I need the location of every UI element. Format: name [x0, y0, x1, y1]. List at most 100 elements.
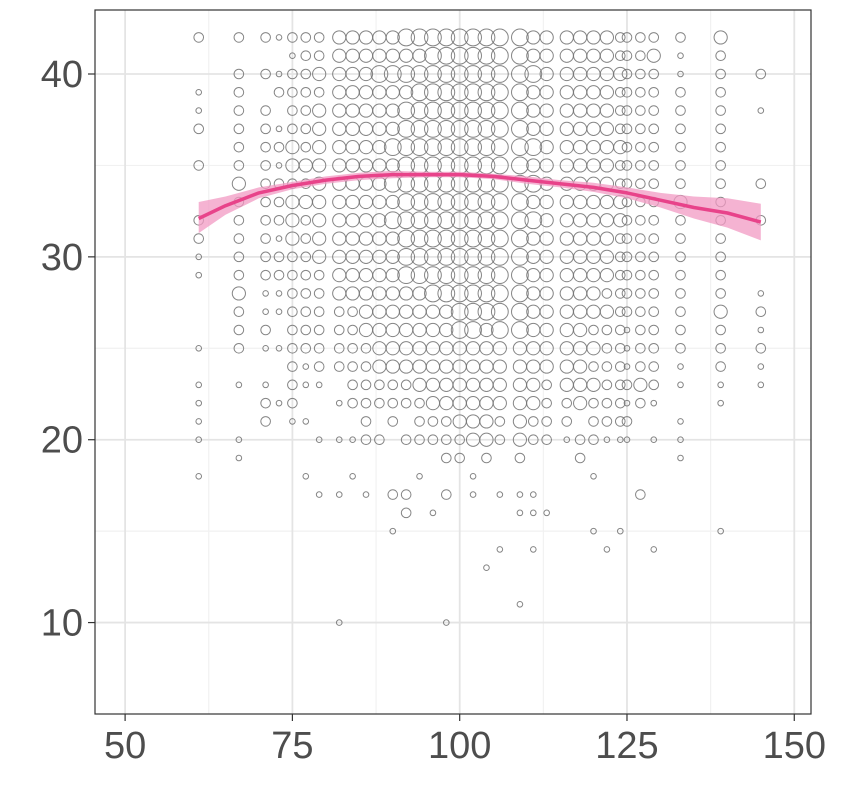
data-point	[541, 434, 552, 446]
data-point	[514, 452, 526, 464]
data-point	[481, 452, 492, 464]
data-point	[195, 107, 203, 114]
data-point	[313, 50, 325, 62]
data-point	[450, 193, 469, 211]
data-point	[262, 308, 269, 316]
data-point	[675, 105, 686, 116]
data-point	[588, 361, 599, 372]
data-point	[469, 472, 477, 480]
data-point	[410, 119, 429, 138]
data-point	[313, 288, 325, 299]
data-point	[601, 397, 613, 409]
data-point	[262, 344, 269, 352]
x-tick-label: 125	[595, 725, 658, 767]
data-point	[195, 399, 203, 407]
data-point	[614, 105, 626, 116]
data-point	[383, 138, 402, 157]
data-point	[621, 68, 633, 80]
data-point	[312, 249, 327, 264]
data-point	[539, 85, 554, 100]
data-point	[675, 141, 686, 153]
data-point	[397, 211, 416, 230]
data-point	[450, 83, 469, 102]
data-point	[477, 266, 496, 285]
data-point	[273, 196, 285, 208]
data-point	[490, 83, 509, 102]
data-point	[233, 32, 245, 43]
data-point	[573, 396, 588, 411]
data-point	[385, 121, 400, 136]
data-point	[479, 432, 494, 447]
y-tick-label: 10	[41, 603, 83, 645]
data-point	[287, 379, 298, 391]
data-point	[260, 214, 271, 226]
data-point	[464, 138, 482, 157]
data-point	[715, 269, 726, 281]
data-point	[397, 101, 416, 120]
data-point	[289, 52, 296, 60]
data-point	[490, 211, 509, 230]
data-point	[410, 138, 429, 157]
data-point	[715, 361, 726, 372]
data-point	[383, 65, 402, 83]
data-point	[588, 434, 599, 446]
data-point	[541, 379, 552, 391]
data-point	[233, 123, 245, 135]
data-point	[635, 141, 646, 153]
data-point	[511, 247, 529, 266]
data-point	[360, 397, 372, 409]
data-point	[437, 101, 456, 120]
data-point	[757, 326, 765, 334]
data-point	[424, 65, 442, 83]
data-point	[450, 266, 469, 285]
data-point	[529, 546, 537, 553]
data-point	[713, 30, 728, 45]
data-point	[424, 46, 442, 65]
data-point	[648, 141, 660, 153]
data-point	[287, 86, 298, 98]
data-point	[287, 251, 298, 263]
data-point	[648, 288, 660, 299]
data-point	[410, 83, 429, 102]
data-point	[424, 138, 442, 157]
trend-line	[197, 172, 762, 224]
data-point	[646, 48, 661, 63]
data-point	[511, 193, 529, 211]
data-point	[450, 284, 469, 303]
data-point	[302, 381, 310, 389]
data-point	[477, 119, 496, 138]
data-point	[599, 85, 615, 100]
data-point	[573, 322, 588, 338]
data-point	[621, 160, 633, 171]
data-point	[285, 140, 300, 155]
data-point	[469, 491, 477, 498]
data-point	[335, 436, 343, 444]
data-point	[539, 194, 554, 210]
data-point	[275, 162, 283, 169]
x-tick-label: 75	[271, 725, 313, 767]
data-point	[260, 123, 271, 135]
data-point	[464, 302, 482, 321]
data-point	[275, 235, 283, 242]
data-point	[527, 416, 539, 427]
data-point	[387, 397, 399, 409]
data-point	[677, 454, 684, 462]
data-point	[300, 50, 312, 62]
data-point	[312, 158, 327, 173]
data-point	[347, 324, 358, 336]
data-point	[372, 213, 387, 228]
data-point	[477, 247, 496, 266]
data-point	[477, 284, 496, 303]
data-point	[397, 229, 416, 248]
data-point	[233, 306, 245, 318]
data-point	[235, 381, 243, 389]
data-point	[313, 361, 325, 372]
axes: 50 75 100 125 150 10 20 30 40	[41, 54, 826, 767]
data-point	[300, 269, 312, 281]
data-point	[450, 321, 469, 339]
data-point	[347, 361, 358, 372]
data-point	[539, 103, 554, 118]
data-point	[300, 105, 312, 116]
data-point	[233, 214, 245, 226]
